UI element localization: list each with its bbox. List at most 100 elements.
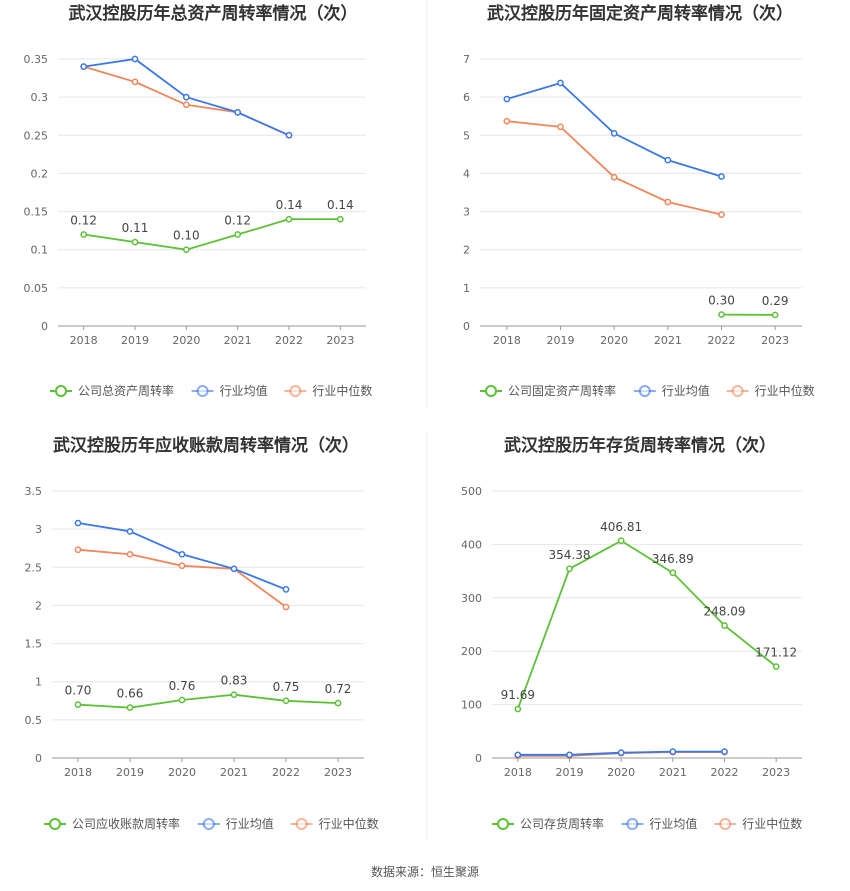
data-point-company bbox=[182, 246, 190, 254]
x-tick-label: 2019 bbox=[556, 766, 584, 779]
chart-title: 武汉控股历年总资产周转率情况（次） bbox=[69, 3, 358, 24]
data-point-company bbox=[336, 215, 344, 223]
legend: 公司固定资产周转率 行业均值 行业中位数 bbox=[480, 383, 815, 398]
data-point-industry_avg bbox=[566, 751, 573, 759]
legend-label-industry_avg: 行业均值 bbox=[649, 816, 697, 831]
data-source-label: 数据来源：恒生聚源 bbox=[371, 864, 479, 879]
y-tick-label: 0.5 bbox=[25, 714, 43, 727]
data-label: 91.69 bbox=[501, 688, 535, 702]
data-point-company bbox=[285, 215, 293, 223]
chart-title: 武汉控股历年固定资产周转率情况（次） bbox=[487, 3, 793, 24]
data-point-company bbox=[771, 311, 779, 319]
data-point-industry_avg bbox=[230, 565, 238, 573]
x-tick-label: 2020 bbox=[607, 766, 635, 779]
data-label: 0.83 bbox=[221, 674, 248, 688]
x-tick-label: 2018 bbox=[504, 766, 532, 779]
data-point-company bbox=[74, 701, 82, 708]
legend-marker-industry_median bbox=[731, 385, 744, 397]
legend-marker-industry_avg bbox=[626, 818, 639, 830]
data-label: 171.12 bbox=[755, 646, 797, 660]
chart-panel-3: 武汉控股历年应收账款周转率情况（次） 0 0.5 1 1.5 2 2.5 3 3.5 2018 20… bbox=[25, 435, 379, 831]
legend-label-industry_median: 行业中位数 bbox=[755, 383, 815, 398]
y-tick-label: 200 bbox=[461, 645, 482, 658]
y-tick-label: 0 bbox=[463, 320, 470, 333]
chart-title: 武汉控股历年存货周转率情况（次） bbox=[504, 435, 776, 456]
y-tick-label: 0.2 bbox=[31, 167, 49, 180]
data-point-company bbox=[80, 231, 88, 238]
data-label: 406.81 bbox=[600, 520, 642, 534]
data-point-company bbox=[617, 537, 625, 545]
y-tick-label: 0 bbox=[35, 752, 42, 765]
data-point-industry_median bbox=[282, 603, 290, 611]
data-point-industry_median bbox=[557, 123, 564, 131]
data-label: 0.12 bbox=[70, 213, 97, 227]
data-label: 0.10 bbox=[173, 229, 200, 243]
data-point-company bbox=[126, 704, 134, 712]
y-tick-label: 0 bbox=[41, 320, 48, 333]
y-tick-label: 1.5 bbox=[25, 638, 43, 651]
data-point-industry_median bbox=[503, 117, 511, 125]
data-point-industry_avg bbox=[503, 95, 511, 103]
data-point-industry_avg bbox=[721, 748, 728, 755]
data-point-industry_avg bbox=[514, 751, 522, 759]
legend-marker-industry_avg bbox=[202, 818, 215, 830]
y-tick-label: 0.15 bbox=[24, 206, 49, 219]
chart-panel-2: 武汉控股历年固定资产周转率情况（次） 0 1 2 3 4 5 6 7 2018 2019 2020 20… bbox=[463, 3, 815, 398]
y-tick-label: 2 bbox=[463, 244, 470, 257]
series-line-company bbox=[516, 539, 777, 710]
legend-marker-company bbox=[49, 818, 61, 830]
y-tick-label: 300 bbox=[461, 592, 482, 605]
x-tick-label: 2023 bbox=[326, 334, 354, 347]
x-tick-label: 2023 bbox=[762, 766, 790, 779]
y-tick-label: 1 bbox=[463, 282, 470, 295]
x-tick-label: 2021 bbox=[659, 766, 687, 779]
series-line-industry_median bbox=[83, 65, 290, 137]
legend-label-company: 公司存货周转率 bbox=[520, 816, 604, 831]
legend-marker-company bbox=[55, 385, 67, 397]
data-point-company bbox=[772, 663, 780, 670]
legend-marker-industry_avg bbox=[638, 385, 651, 397]
x-tick-label: 2022 bbox=[272, 766, 300, 779]
data-point-industry_avg bbox=[178, 550, 186, 558]
y-tick-label: 0.25 bbox=[24, 129, 49, 142]
data-label: 0.72 bbox=[325, 682, 352, 696]
x-tick-label: 2019 bbox=[547, 334, 575, 347]
y-tick-label: 0 bbox=[475, 752, 482, 765]
x-tick-label: 2019 bbox=[116, 766, 144, 779]
data-point-industry_avg bbox=[234, 109, 242, 116]
data-label: 248.09 bbox=[704, 605, 746, 619]
data-label: 0.76 bbox=[169, 679, 196, 693]
data-point-industry_avg bbox=[80, 63, 88, 70]
data-label: 0.14 bbox=[327, 198, 354, 212]
y-tick-label: 3 bbox=[463, 206, 470, 219]
data-label: 354.38 bbox=[549, 548, 591, 562]
data-point-industry_avg bbox=[718, 173, 725, 180]
data-point-industry_avg bbox=[617, 749, 625, 757]
data-point-industry_median bbox=[131, 78, 139, 86]
legend-label-company: 公司固定资产周转率 bbox=[508, 383, 616, 398]
x-tick-label: 2020 bbox=[168, 766, 196, 779]
data-label: 0.11 bbox=[122, 221, 149, 235]
data-point-company bbox=[334, 699, 342, 707]
data-point-industry_median bbox=[126, 550, 134, 558]
legend-marker-company bbox=[497, 818, 509, 830]
x-tick-label: 2022 bbox=[275, 334, 303, 347]
y-tick-label: 6 bbox=[463, 91, 470, 104]
y-tick-label: 0.1 bbox=[31, 244, 49, 257]
y-tick-label: 3 bbox=[35, 523, 42, 536]
x-tick-label: 2021 bbox=[224, 334, 252, 347]
data-point-company bbox=[566, 565, 573, 573]
x-tick-label: 2023 bbox=[324, 766, 352, 779]
data-label: 346.89 bbox=[652, 552, 694, 566]
legend: 公司存货周转率 行业均值 行业中位数 bbox=[492, 816, 802, 831]
data-point-industry_median bbox=[610, 173, 618, 181]
y-tick-label: 0.35 bbox=[24, 53, 49, 66]
x-tick-label: 2018 bbox=[64, 766, 92, 779]
y-tick-label: 400 bbox=[461, 538, 482, 551]
series-line-industry_median bbox=[77, 548, 287, 608]
legend-marker-company bbox=[485, 385, 497, 397]
chart-panel-1: 武汉控股历年总资产周转率情况（次） 0 0.05 0.1 0.15 0.2 0.25 0.3 0… bbox=[24, 3, 373, 398]
data-point-company bbox=[718, 311, 725, 318]
y-tick-label: 2 bbox=[35, 599, 42, 612]
data-point-industry_avg bbox=[557, 79, 564, 87]
